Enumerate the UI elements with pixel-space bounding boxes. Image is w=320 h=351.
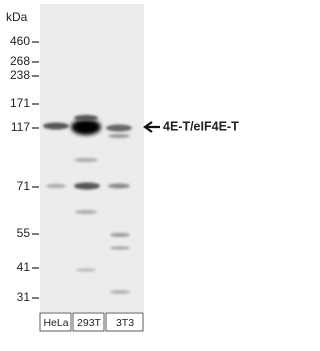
band [75, 210, 97, 214]
marker-label: 31 [17, 290, 31, 304]
lane-label: 3T3 [116, 317, 134, 329]
band [110, 233, 130, 237]
band [76, 268, 96, 272]
band [74, 158, 98, 162]
unit-label: kDa [6, 10, 28, 24]
marker-label: 460 [10, 34, 30, 48]
lane-box [105, 312, 144, 332]
marker-label: 71 [17, 179, 31, 193]
marker-label: 117 [11, 120, 30, 134]
band [71, 119, 101, 135]
marker-label: 268 [10, 54, 30, 68]
lane-label: 293T [77, 317, 102, 329]
band [43, 122, 69, 130]
band [46, 184, 66, 188]
band [108, 183, 130, 189]
marker-label: 171 [10, 96, 30, 110]
bands [43, 115, 132, 294]
band [110, 290, 130, 294]
blot-membrane [40, 4, 144, 312]
lane-labels: HeLa 293T 3T3 [39, 312, 144, 332]
lane-box [72, 312, 105, 332]
protein-label: 4E-T/eIF4E-T [163, 119, 239, 133]
arrow [143, 121, 160, 133]
band [110, 246, 130, 250]
lane-box [39, 312, 72, 332]
marker-label: 41 [17, 260, 31, 274]
band [74, 115, 98, 121]
band [74, 182, 100, 190]
lane-label: HeLa [43, 317, 68, 329]
band [108, 134, 130, 138]
marker-label: 55 [17, 226, 31, 240]
marker-label: 238 [10, 68, 30, 82]
band [106, 124, 132, 132]
